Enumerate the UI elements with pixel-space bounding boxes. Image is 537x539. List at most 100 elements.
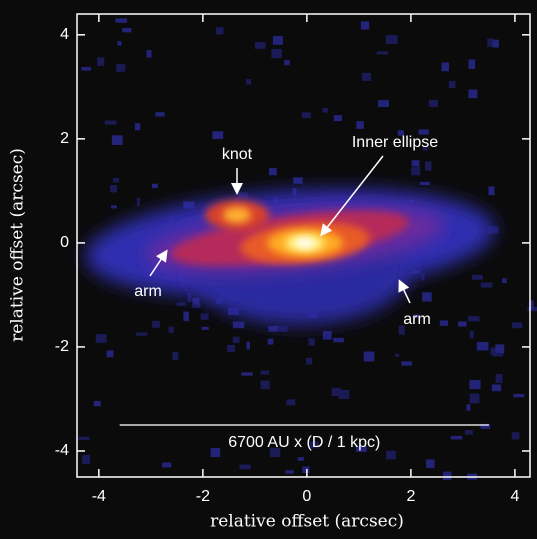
y-axis-label: relative offset (arcsec) — [8, 148, 28, 342]
noise-patch — [216, 27, 224, 34]
noise-patch — [443, 472, 451, 481]
noise-patch — [201, 313, 209, 319]
noise-patch — [233, 337, 240, 343]
x-tick-label: -2 — [196, 488, 210, 505]
noise-patch — [468, 59, 475, 69]
noise-patch — [468, 89, 477, 98]
noise-patch — [105, 121, 117, 125]
noise-patch — [107, 350, 114, 357]
noise-patch — [284, 60, 289, 65]
noise-patch — [285, 470, 294, 473]
noise-patch — [470, 331, 474, 338]
annotation: arm — [403, 311, 431, 328]
annotation: arm — [134, 283, 162, 300]
y-tick-label: -2 — [55, 338, 69, 355]
noise-patch — [193, 298, 199, 305]
noise-patch — [512, 432, 520, 439]
noise-patch — [451, 436, 463, 440]
noise-patch — [362, 73, 371, 81]
x-tick-label: 4 — [510, 488, 519, 505]
annotation: Inner ellipse — [352, 134, 438, 151]
x-tick-label: 2 — [406, 488, 415, 505]
noise-patch — [421, 274, 424, 281]
noise-patch — [152, 321, 160, 328]
noise-patch — [356, 121, 363, 129]
noise-patch — [212, 131, 223, 139]
noise-patch — [386, 451, 396, 460]
noise-patch — [334, 115, 342, 121]
noise-patch — [364, 352, 375, 362]
noise-patch — [377, 51, 388, 54]
noise-patch — [293, 177, 302, 183]
noise-patch — [81, 67, 91, 71]
noise-patch — [361, 21, 369, 29]
noise-patch — [470, 394, 480, 404]
noise-patch — [332, 388, 341, 396]
noise-patch — [112, 135, 123, 145]
noise-patch — [172, 352, 178, 360]
noise-patch — [147, 50, 152, 57]
noise-patch — [395, 354, 399, 357]
noise-patch — [122, 28, 131, 32]
noise-patch — [269, 168, 277, 175]
noise-patch — [298, 457, 304, 461]
noise-patch — [306, 358, 312, 365]
noise-patch — [110, 185, 117, 192]
noise-patch — [117, 41, 121, 46]
noise-patch — [169, 326, 174, 332]
noise-patch — [333, 338, 344, 342]
noise-patch — [495, 344, 504, 353]
noise-patch — [426, 459, 434, 468]
noise-patch — [97, 57, 104, 66]
noise-patch — [111, 205, 117, 208]
noise-patch — [468, 316, 480, 321]
noise-patch — [492, 384, 501, 391]
noise-patch — [401, 361, 412, 365]
noise-patch — [465, 430, 473, 435]
y-tick-label: 4 — [60, 26, 69, 43]
noise-patch — [286, 399, 295, 405]
noise-patch — [233, 322, 244, 329]
noise-patch — [442, 62, 450, 71]
noise-patch — [302, 112, 311, 118]
noise-patch — [496, 374, 503, 383]
noise-patch — [155, 112, 164, 116]
noise-patch — [492, 353, 503, 356]
noise-patch — [96, 334, 107, 343]
noise-patch — [227, 345, 235, 352]
noise-patch — [162, 463, 171, 468]
noise-patch — [429, 100, 438, 107]
noise-patch — [211, 448, 221, 457]
noise-patch — [412, 160, 420, 166]
noise-patch — [469, 380, 480, 389]
noise-patch — [378, 100, 389, 107]
noise-patch — [422, 292, 432, 301]
noise-patch — [323, 331, 332, 340]
noise-patch — [477, 342, 489, 351]
y-tick-label: 0 — [60, 234, 69, 251]
noise-patch — [115, 18, 127, 22]
noise-patch — [512, 322, 522, 328]
noise-patch — [152, 184, 158, 188]
noise-patch — [261, 371, 270, 375]
noise-patch — [302, 466, 309, 472]
x-axis-label: relative offset (arcsec) — [210, 512, 404, 532]
noise-patch — [241, 372, 253, 375]
noise-patch — [268, 339, 274, 345]
noise-patch — [255, 42, 266, 49]
annotation: knot — [222, 146, 253, 163]
noise-patch — [135, 123, 140, 130]
noise-patch — [425, 161, 432, 170]
x-tick-label: -4 — [92, 488, 106, 505]
noise-patch — [279, 326, 288, 332]
noise-patch — [466, 404, 470, 411]
chart: relative offset (arcsec) relative offset… — [0, 0, 537, 539]
noise-patch — [420, 182, 430, 185]
scale-bar-label: 6700 AU x (D / 1 kpc) — [228, 434, 380, 451]
noise-patch — [239, 465, 250, 470]
y-tick-label: -4 — [55, 442, 69, 459]
noise-patch — [440, 320, 448, 325]
noise-patch — [386, 35, 398, 44]
noise-patch — [488, 186, 494, 195]
noise-patch — [472, 275, 483, 280]
